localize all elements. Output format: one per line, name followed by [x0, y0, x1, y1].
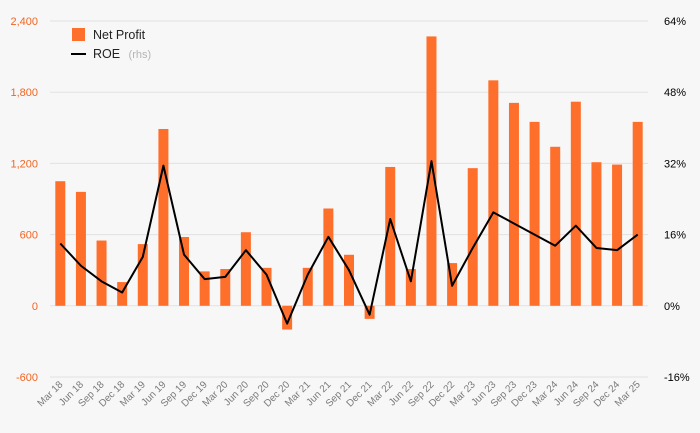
y-tick-label-left: 600: [20, 230, 38, 242]
y-tick-label-left: -600: [16, 372, 38, 384]
bar: [467, 168, 478, 306]
bar: [508, 102, 519, 306]
right-axis: -16% 0% 16% 32% 48% 64%: [664, 16, 690, 384]
legend-label-roe-name: ROE: [93, 47, 120, 61]
y-tick-label-left: 2,400: [10, 16, 38, 28]
bar: [570, 101, 581, 306]
y-tick-label-left: 0: [32, 301, 38, 313]
y-tick-label-right: 64%: [664, 16, 686, 28]
legend-label-roe: ROE (rhs): [93, 45, 151, 62]
bar: [261, 267, 272, 306]
bar: [323, 208, 334, 306]
bar: [550, 146, 561, 306]
y-tick-label-right: -16%: [664, 372, 690, 384]
bar: [96, 240, 107, 306]
bar: [75, 191, 86, 306]
bar: [158, 128, 169, 306]
y-tick-label-right: 16%: [664, 230, 686, 242]
bar: [282, 305, 293, 330]
y-tick-label-right: 48%: [664, 87, 686, 99]
bar: [117, 282, 128, 306]
bar: [302, 267, 313, 306]
bar: [137, 244, 148, 306]
gridlines: [50, 20, 648, 378]
y-tick-label-left: 1,800: [10, 87, 38, 99]
bar: [240, 232, 251, 306]
bar-series-net-profit: [55, 36, 643, 330]
bar: [179, 236, 190, 306]
bar: [488, 80, 499, 306]
bar: [612, 164, 623, 306]
legend-label-roe-suffix: (rhs): [129, 49, 152, 61]
bar: [405, 269, 416, 306]
bar: [591, 162, 602, 306]
legend: Net Profit ROE (rhs): [71, 28, 151, 62]
bar: [220, 269, 231, 306]
line-series-roe: [59, 160, 639, 325]
legend-label-net-profit: Net Profit: [93, 28, 146, 42]
y-tick-label-left: 1,200: [10, 158, 38, 170]
y-tick-label-right: 32%: [664, 158, 686, 170]
bar: [632, 121, 643, 306]
bar: [344, 254, 354, 306]
left-axis: -600 0 600 1,200 1,800 2,400: [10, 16, 38, 384]
bar: [199, 271, 210, 306]
bar: [529, 121, 540, 306]
bar: [385, 166, 396, 306]
legend-swatch-net-profit: [72, 28, 85, 41]
y-tick-label-right: 0%: [664, 301, 680, 313]
bar: [426, 36, 437, 306]
